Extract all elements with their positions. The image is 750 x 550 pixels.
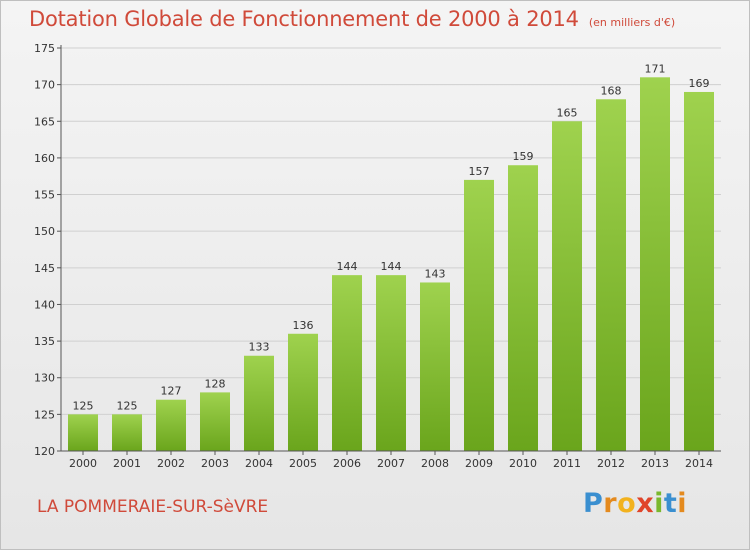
logo-letter: i [677,488,688,519]
bar-value-label: 144 [337,260,358,273]
y-tick-label: 170 [34,79,55,92]
logo-letter: P [583,488,604,519]
x-tick-label: 2012 [597,457,625,470]
x-tick-label: 2014 [685,457,713,470]
bar-value-label: 128 [205,377,226,390]
bar-value-label: 136 [293,319,314,332]
bar-2006 [332,275,362,451]
x-tick-label: 2001 [113,457,141,470]
bar-2002 [156,399,186,451]
bar-2010 [508,165,538,451]
bar-2012 [596,99,626,452]
y-tick-label: 125 [34,408,55,421]
y-tick-label: 140 [34,298,55,311]
y-tick-label: 165 [34,115,55,128]
bar-2009 [464,179,494,451]
x-tick-label: 2010 [509,457,537,470]
logo-letter: t [663,488,678,519]
bar-2013 [640,77,670,452]
bar-2011 [552,121,582,451]
chart-subtitle: (en milliers d'€) [588,16,676,29]
bar-2000 [68,414,98,451]
logo-letter: i [654,488,664,519]
proxiti-logo[interactable]: Proxiti [583,488,687,519]
bar-value-label: 144 [381,260,402,273]
x-tick-label: 2007 [377,457,405,470]
x-tick-label: 2009 [465,457,493,470]
bar-2004 [244,355,274,451]
x-tick-label: 2006 [333,457,361,470]
y-tick-label: 155 [34,189,55,202]
x-tick-label: 2003 [201,457,229,470]
chart-title-text: Dotation Globale de Fonctionnement de 20… [29,7,579,31]
y-tick-label: 145 [34,262,55,275]
x-tick-label: 2005 [289,457,317,470]
bar-2008 [420,282,450,451]
logo-letter: o [617,488,637,519]
bar-value-label: 171 [645,62,666,75]
x-tick-label: 2002 [157,457,185,470]
bar-value-label: 169 [689,77,710,90]
bar-value-label: 125 [117,399,138,412]
y-tick-label: 175 [34,42,55,55]
bar-value-label: 168 [601,84,622,97]
bar-value-label: 133 [249,341,270,354]
x-tick-label: 2004 [245,457,273,470]
bar-value-label: 159 [513,150,534,163]
y-tick-label: 135 [34,335,55,348]
y-tick-label: 130 [34,372,55,385]
logo-letter: r [603,488,618,519]
x-tick-label: 2000 [69,457,97,470]
bar-2007 [376,275,406,451]
bar-2005 [288,333,318,451]
x-tick-label: 2013 [641,457,669,470]
bars: 125 125 127 128 133 136 144 144 143 157 159 165 168 1… [68,62,714,452]
bar-value-label: 143 [425,267,446,280]
y-tick-label: 120 [34,445,55,458]
bar-2014 [684,91,714,452]
y-tick-label: 150 [34,225,55,238]
bar-2001 [112,414,142,451]
x-axis: 2000 2001 2002 2003 2004 2005 2006 2007 2008 2009… [61,450,721,470]
logo-letter: x [636,488,655,519]
bar-value-label: 127 [161,385,182,398]
y-axis: 120 125 130 135 140 145 150 155 160 165 170 175 [34,42,62,458]
x-tick-label: 2008 [421,457,449,470]
bar-2003 [200,392,230,451]
x-tick-label: 2011 [553,457,581,470]
y-tick-label: 160 [34,152,55,165]
bar-value-label: 165 [557,106,578,119]
place-name: LA POMMERAIE-SUR-SèVRE [37,497,269,517]
bar-value-label: 157 [469,165,490,178]
chart-title: Dotation Globale de Fonctionnement de 20… [29,7,675,31]
bar-value-label: 125 [73,399,94,412]
